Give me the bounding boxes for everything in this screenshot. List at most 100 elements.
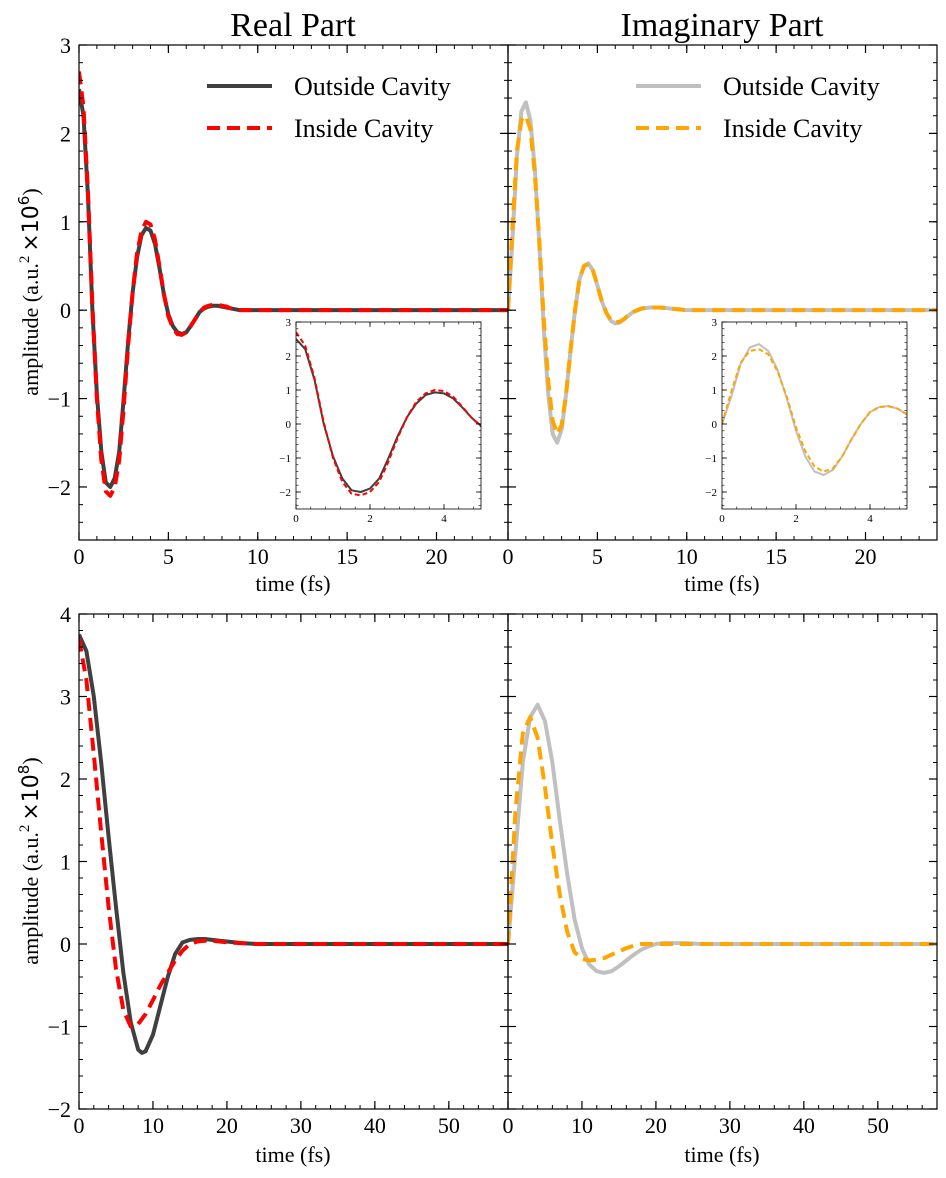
x-tick-label: 10 [247, 544, 269, 569]
panel-top-imag: 0 5 10 15 20 [503, 44, 938, 569]
y-label-exp: 8 [15, 765, 33, 775]
series-line-inside-cavity [508, 715, 937, 963]
y-label-times: ×10 [19, 205, 44, 251]
x-tick-label: 0 [503, 1113, 514, 1138]
x-tick-label: 20 [645, 1113, 667, 1138]
x-tick-label: 20 [426, 544, 448, 569]
x-tick-label: 50 [867, 1113, 889, 1138]
series-line-inside-cavity [79, 71, 508, 498]
x-tick-label: 50 [438, 1113, 460, 1138]
y-tick-label: 3 [60, 33, 71, 58]
y-tick-label: 1 [60, 210, 71, 235]
y-tick-label: −2 [48, 1097, 71, 1122]
inset-y-tick-label: 3 [286, 317, 292, 329]
plot-area [508, 100, 937, 445]
x-axis-label: time (fs) [684, 571, 759, 596]
y-tick-label: −2 [48, 475, 71, 500]
series-line-outside-cavity [508, 702, 937, 975]
x-axis-label: time (fs) [255, 571, 330, 596]
inset-y-tick-label: 1 [712, 385, 718, 397]
inset-y-tick-label: −1 [705, 453, 717, 465]
x-tick-label: 30 [290, 1113, 312, 1138]
inset-y-tick-label: 2 [712, 351, 718, 363]
panel-bottom-imag: 0 10 20 30 40 50 [503, 613, 938, 1138]
inset-y-tick-label: −2 [279, 487, 291, 499]
y-label-main: amplitude (a.u. [18, 832, 43, 965]
inset-x-tick-label: 4 [867, 513, 873, 525]
y-label-close: ) [18, 188, 43, 195]
inset-x-tick-label: 0 [719, 513, 725, 525]
plot-area [79, 633, 508, 1055]
inset-plot-area [722, 343, 907, 476]
inset-top-real: 0 2 4 −2 −1 0 1 2 3 [279, 317, 482, 525]
x-axis-label: time (fs) [255, 1142, 330, 1167]
y-tick-label: −1 [48, 1015, 71, 1040]
x-tick-label: 5 [163, 544, 174, 569]
x-tick-label: 20 [216, 1113, 238, 1138]
y-tick-label: 1 [60, 850, 71, 875]
x-tick-label: 0 [503, 544, 514, 569]
inset-series-line-inside-cavity [722, 348, 907, 473]
x-tick-label: 40 [364, 1113, 386, 1138]
y-tick-label: 3 [60, 685, 71, 710]
inset-frame [721, 321, 908, 510]
series-line-outside-cavity [79, 633, 508, 1055]
inset-background [296, 322, 481, 509]
y-label-times: ×10 [19, 774, 44, 820]
x-tick-label: 30 [719, 1113, 741, 1138]
legend-imaginary: Outside Cavity Inside Cavity [636, 72, 880, 143]
inset-frame [295, 321, 482, 510]
inset-x-tick-label: 2 [793, 513, 799, 525]
axes-frame [507, 613, 938, 1110]
x-tick-label: 15 [336, 544, 358, 569]
inset-x-tick-label: 2 [367, 513, 373, 525]
panel-bottom-real: 0 10 20 30 40 50 −2 −1 0 1 2 3 4 [48, 602, 509, 1138]
x-axis-label: time (fs) [684, 1142, 759, 1167]
plot-area [79, 71, 508, 498]
inset-top-imag: 0 2 4 −2 −1 0 1 2 3 [705, 317, 908, 525]
y-tick-label: −1 [48, 387, 71, 412]
legend-label-inside-cavity: Inside Cavity [723, 114, 862, 143]
y-axis-label-bottom: amplitude (a.u.2 ×108) [15, 757, 44, 964]
x-tick-label: 40 [793, 1113, 815, 1138]
inset-plot-area [296, 331, 481, 497]
plot-area [508, 702, 937, 975]
legend-real: Outside Cavity Inside Cavity [207, 72, 451, 143]
y-label-exp2: 2 [17, 256, 33, 264]
x-tick-label: 10 [571, 1113, 593, 1138]
series-line-inside-cavity [79, 638, 508, 1029]
title-imaginary-part: Imaginary Part [621, 7, 825, 44]
x-tick-label: 0 [74, 1113, 85, 1138]
y-axis-label-top: amplitude (a.u.2 ×106) [15, 188, 44, 395]
inset-series-line-inside-cavity [296, 331, 481, 497]
series-line-outside-cavity [79, 88, 508, 489]
y-tick-label: 2 [60, 121, 71, 146]
inset-background [722, 322, 907, 509]
x-tick-label: 0 [74, 544, 85, 569]
inset-y-tick-label: 0 [712, 419, 718, 431]
y-tick-label: 2 [60, 767, 71, 792]
y-label-exp: 6 [15, 196, 33, 206]
inset-y-tick-label: −2 [705, 487, 717, 499]
legend-label-outside-cavity: Outside Cavity [723, 72, 880, 101]
inset-y-tick-label: 0 [286, 419, 292, 431]
inset-y-tick-label: 2 [286, 351, 292, 363]
x-tick-label: 5 [592, 544, 603, 569]
y-tick-label: 0 [60, 298, 71, 323]
series-line-inside-cavity [508, 113, 937, 436]
inset-y-tick-label: 1 [286, 385, 292, 397]
inset-y-tick-label: 3 [712, 317, 718, 329]
x-tick-label: 15 [765, 544, 787, 569]
inset-y-tick-label: −1 [279, 453, 291, 465]
x-tick-label: 10 [142, 1113, 164, 1138]
inset-x-tick-label: 0 [293, 513, 299, 525]
y-label-close: ) [18, 757, 43, 764]
axes-frame [78, 613, 509, 1110]
x-tick-label: 10 [676, 544, 698, 569]
y-label-exp2: 2 [17, 825, 33, 833]
inset-x-tick-label: 4 [441, 513, 447, 525]
y-tick-label: 0 [60, 932, 71, 957]
legend-label-inside-cavity: Inside Cavity [294, 114, 433, 143]
